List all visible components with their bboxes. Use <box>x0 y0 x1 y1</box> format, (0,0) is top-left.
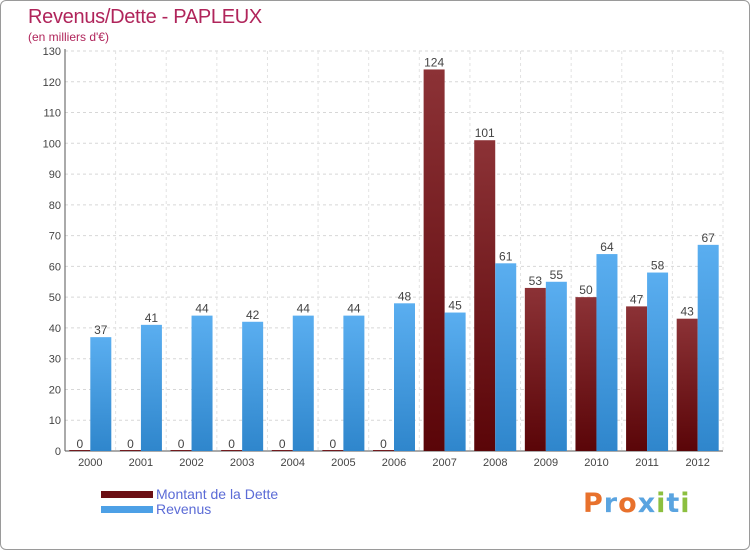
data-label-dette: 0 <box>330 437 337 451</box>
bar-revenus <box>546 282 567 451</box>
x-tick-label: 2011 <box>635 457 659 469</box>
bar-dette <box>474 140 495 451</box>
logo-letter: r <box>604 488 618 519</box>
x-tick-label: 2012 <box>685 457 709 469</box>
data-label-dette: 0 <box>127 437 134 451</box>
y-tick-label: 90 <box>49 169 61 181</box>
data-label-dette: 50 <box>579 283 593 297</box>
logo-letter: P <box>583 488 604 519</box>
data-label-revenus: 44 <box>195 302 209 316</box>
logo-letter: t <box>666 488 680 519</box>
bar-dette <box>575 297 596 451</box>
data-label-revenus: 64 <box>600 240 614 254</box>
data-label-dette: 43 <box>681 305 695 319</box>
y-tick-label: 50 <box>49 292 61 304</box>
logo-letter: o <box>618 488 638 519</box>
data-label-revenus: 58 <box>651 259 665 273</box>
bar-chart: 0 10 20 30 40 50 60 70 80 90 100 110 120 130 2000 0 37 20… <box>1 1 750 550</box>
data-label-revenus: 61 <box>499 249 513 263</box>
y-tick-label: 70 <box>49 231 61 243</box>
data-label-revenus: 42 <box>246 308 260 322</box>
bar-revenus <box>394 303 415 451</box>
bar-revenus <box>343 316 364 451</box>
data-label-dette: 47 <box>630 292 644 306</box>
bar-dette <box>424 69 445 451</box>
data-label-dette: 0 <box>380 437 387 451</box>
legend-swatch-debt <box>101 491 153 498</box>
bar-revenus <box>141 325 162 451</box>
data-label-revenus: 67 <box>702 231 716 245</box>
data-label-revenus: 55 <box>550 268 564 282</box>
y-tick-label: 10 <box>49 415 61 427</box>
y-tick-label: 30 <box>49 354 61 366</box>
bar-dette <box>677 319 698 451</box>
x-tick-label: 2005 <box>331 457 355 469</box>
logo-letter: i <box>656 488 666 519</box>
x-tick-label: 2000 <box>78 457 102 469</box>
chart-frame: 0 10 20 30 40 50 60 70 80 90 100 110 120 130 2000 0 37 20… <box>0 0 750 550</box>
proxiti-logo: Proxiti <box>583 488 691 519</box>
bar-dette <box>626 306 647 451</box>
logo-letter: x <box>638 488 656 519</box>
data-label-revenus: 37 <box>94 323 108 337</box>
data-label-revenus: 44 <box>297 302 311 316</box>
y-tick-label: 80 <box>49 200 61 212</box>
bar-revenus <box>192 316 213 451</box>
data-label-dette: 0 <box>228 437 235 451</box>
x-tick-label: 2002 <box>179 457 203 469</box>
bar-revenus <box>293 316 314 451</box>
legend-swatch-revenus <box>101 506 153 513</box>
data-label-revenus: 41 <box>145 311 159 325</box>
y-tick-label: 120 <box>43 77 61 89</box>
bar-dette <box>525 288 546 451</box>
y-tick-label: 100 <box>43 138 61 150</box>
bar-revenus <box>698 245 719 451</box>
data-label-dette: 53 <box>529 274 543 288</box>
data-label-revenus: 45 <box>448 299 462 313</box>
legend-label-revenus: Revenus <box>156 502 211 517</box>
data-label-dette: 0 <box>279 437 286 451</box>
bar-revenus <box>495 263 516 451</box>
x-tick-label: 2007 <box>432 457 456 469</box>
data-label-revenus: 44 <box>347 302 361 316</box>
bar-revenus <box>596 254 617 451</box>
x-tick-label: 2004 <box>281 457 305 469</box>
data-label-dette: 0 <box>178 437 185 451</box>
x-tick-label: 2008 <box>483 457 507 469</box>
legend-label-debt: Montant de la Dette <box>156 487 278 502</box>
bar-revenus <box>445 313 466 451</box>
y-tick-label: 0 <box>55 446 61 458</box>
x-tick-label: 2009 <box>534 457 558 469</box>
x-tick-label: 2003 <box>230 457 254 469</box>
chart-title: Revenus/Dette - PAPLEUX <box>28 6 262 29</box>
y-tick-label: 60 <box>49 261 61 273</box>
data-label-dette: 101 <box>475 126 495 140</box>
y-tick-label: 130 <box>43 46 61 58</box>
x-tick-label: 2001 <box>129 457 153 469</box>
y-tick-label: 110 <box>43 108 61 120</box>
bar-revenus <box>647 273 668 451</box>
y-tick-label: 40 <box>49 323 61 335</box>
logo-letter: i <box>680 488 690 519</box>
y-tick-label: 20 <box>49 384 61 396</box>
data-label-dette: 0 <box>76 437 83 451</box>
bar-revenus <box>242 322 263 451</box>
x-tick-label: 2006 <box>382 457 406 469</box>
data-label-dette: 124 <box>424 55 444 69</box>
chart-subtitle: (en milliers d'€) <box>28 30 109 44</box>
bar-revenus <box>90 337 111 451</box>
x-tick-label: 2010 <box>584 457 608 469</box>
data-label-revenus: 48 <box>398 289 412 303</box>
